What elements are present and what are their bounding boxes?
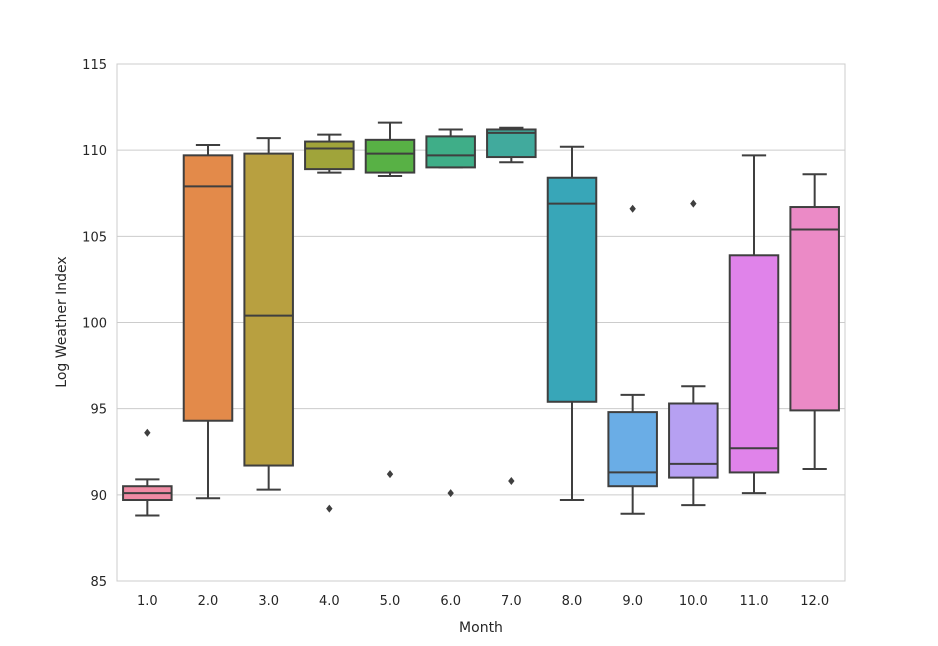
- box-month-9.0: [607, 204, 658, 515]
- box-iqr: [486, 128, 537, 159]
- box-iqr: [304, 140, 355, 171]
- y-tick-label: 100: [82, 317, 107, 332]
- outlier-point: [326, 504, 333, 513]
- outlier-point: [690, 199, 697, 208]
- outlier-point: [508, 477, 515, 486]
- box-month-11.0: [728, 154, 780, 495]
- y-tick-label: 110: [82, 144, 107, 159]
- box-month-7.0: [486, 126, 537, 486]
- outlier-point: [386, 470, 394, 479]
- x-tick-label: 3.0: [258, 594, 279, 609]
- outlier-point: [629, 204, 636, 213]
- x-tick-label: 4.0: [319, 594, 340, 609]
- y-tick-label: 90: [90, 489, 107, 504]
- y-tick-label: 115: [82, 58, 107, 73]
- y-tick-label: 95: [90, 403, 107, 418]
- box-iqr: [789, 206, 840, 412]
- x-tick-label: 2.0: [198, 594, 219, 609]
- y-tick-label: 85: [90, 575, 107, 590]
- y-gridlines: [117, 149, 845, 496]
- outlier-point: [447, 489, 454, 498]
- y-tick-labels: 85 90 95 100 105 110 115: [82, 58, 107, 590]
- box-iqr: [243, 152, 294, 467]
- box-iqr: [425, 135, 476, 169]
- x-tick-label: 12.0: [800, 594, 829, 609]
- box-iqr: [728, 254, 780, 474]
- x-tick-label: 5.0: [380, 594, 401, 609]
- box-month-3.0: [243, 137, 294, 491]
- x-axis-label: Month: [459, 620, 503, 636]
- box-month-1.0: [122, 428, 173, 517]
- box-month-6.0: [425, 128, 476, 498]
- x-tick-labels: 1.0 2.0 3.0 4.0 5.0 6.0 7.0 8.0 9.0 10.0 11.0 12.0: [137, 594, 829, 609]
- x-tick-label: 7.0: [501, 594, 522, 609]
- box-iqr: [607, 411, 658, 488]
- boxes-layer: [122, 121, 840, 517]
- box-month-12.0: [789, 173, 840, 470]
- box-iqr: [182, 154, 234, 422]
- x-tick-label: 1.0: [137, 594, 158, 609]
- box-iqr: [546, 176, 598, 403]
- x-tick-label: 6.0: [440, 594, 461, 609]
- box-iqr: [668, 402, 719, 479]
- box-month-8.0: [546, 145, 598, 502]
- y-tick-label: 105: [82, 230, 107, 245]
- x-tick-label: 9.0: [622, 594, 643, 609]
- outlier-point: [144, 428, 151, 437]
- y-axis-label: Log Weather Index: [54, 256, 70, 387]
- x-tick-label: 10.0: [679, 594, 708, 609]
- box-month-4.0: [304, 133, 355, 513]
- box-month-10.0: [668, 199, 719, 507]
- box-month-2.0: [182, 143, 234, 500]
- box-month-5.0: [364, 121, 416, 479]
- x-tick-label: 8.0: [562, 594, 583, 609]
- x-tick-label: 11.0: [740, 594, 769, 609]
- box-iqr: [364, 138, 416, 174]
